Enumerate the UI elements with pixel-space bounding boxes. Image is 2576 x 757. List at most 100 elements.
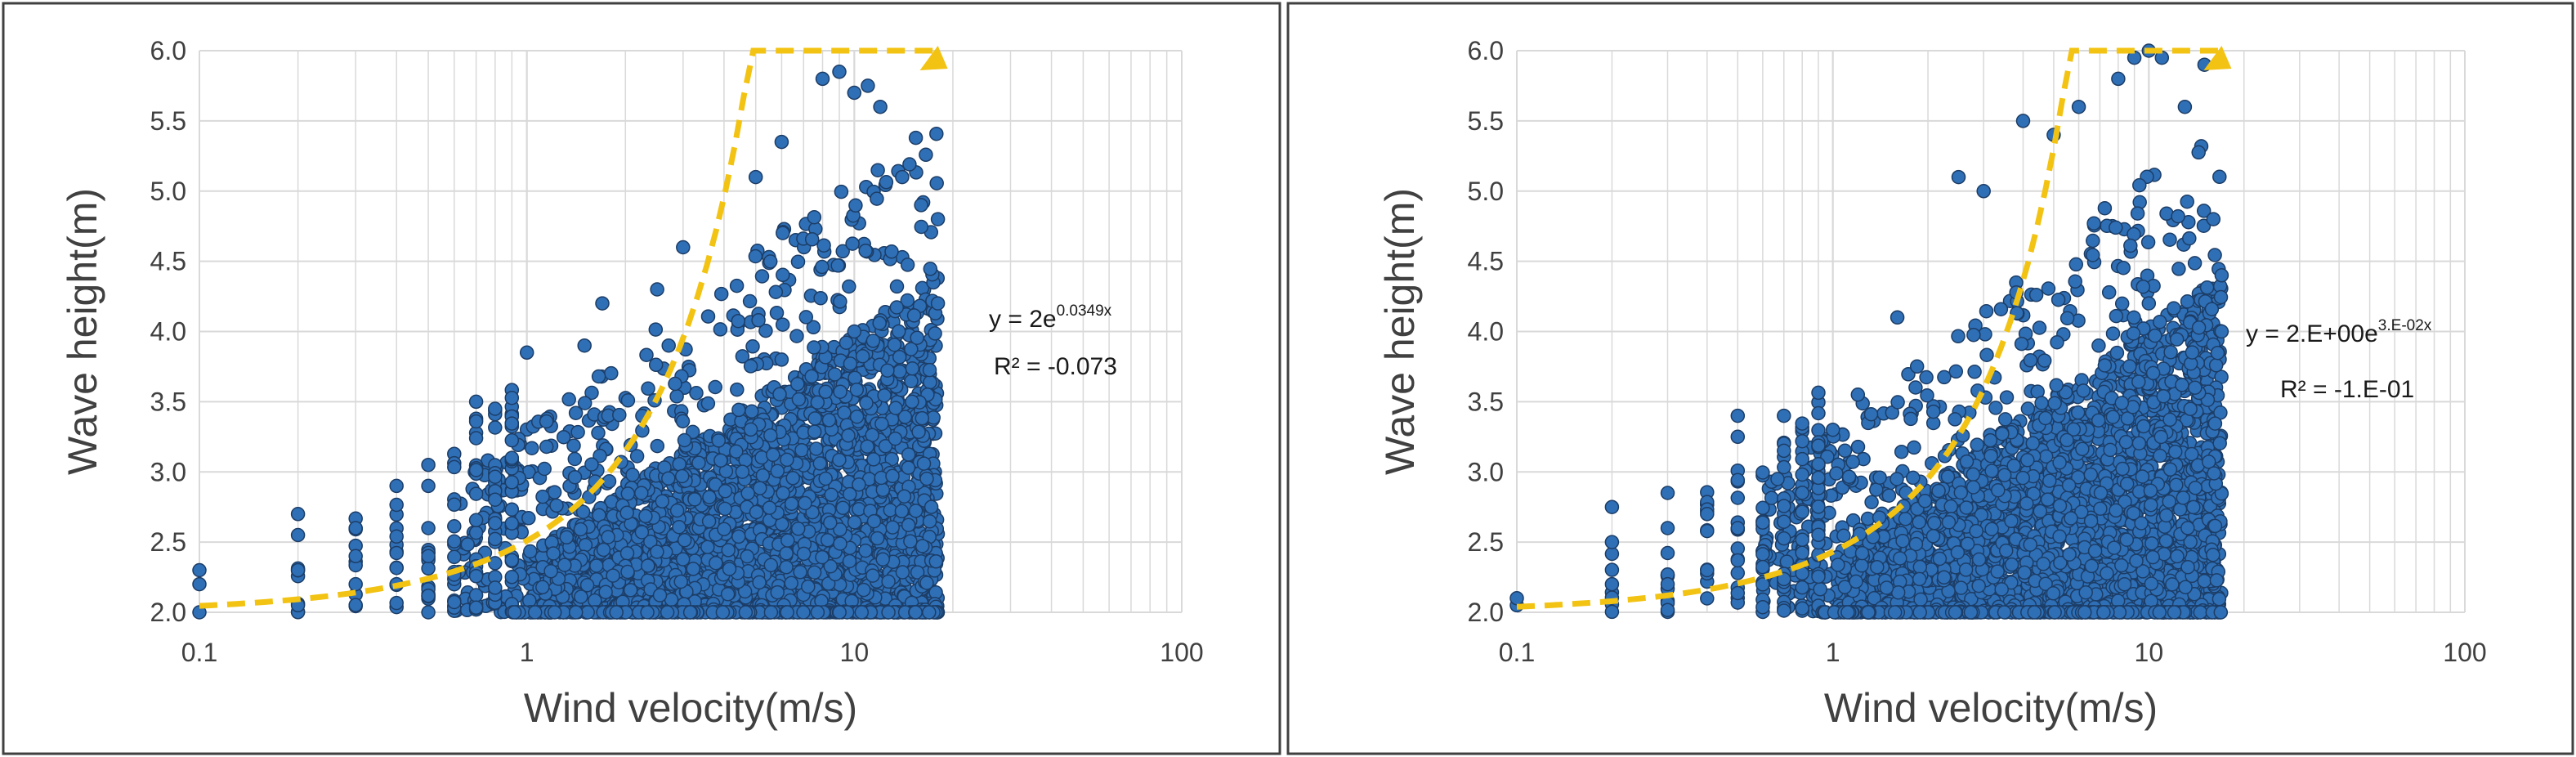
- data-point: [348, 576, 363, 592]
- data-point: [873, 99, 888, 114]
- data-point: [468, 513, 484, 528]
- data-point: [447, 497, 462, 513]
- panel-frame: [2, 2, 1281, 755]
- y-axis-label: Wave height(m): [60, 188, 105, 475]
- data-point: [881, 605, 896, 620]
- data-point: [770, 585, 785, 600]
- data-point: [556, 429, 571, 445]
- data-point: [877, 387, 892, 403]
- x-tick-label: 0.1: [181, 638, 217, 667]
- data-point: [755, 468, 771, 483]
- data-point: [620, 564, 635, 580]
- data-point: [901, 460, 916, 475]
- data-point: [731, 313, 746, 329]
- data-point: [843, 356, 858, 371]
- data-point: [745, 404, 759, 419]
- data-point: [348, 598, 363, 612]
- data-point: [519, 345, 534, 361]
- data-point: [702, 490, 717, 504]
- data-point: [421, 457, 436, 473]
- data-point: [790, 522, 806, 536]
- data-point: [880, 363, 895, 378]
- data-point: [584, 457, 599, 472]
- data-point: [763, 605, 779, 620]
- data-point: [389, 529, 404, 544]
- data-point: [389, 560, 404, 576]
- data-point: [785, 471, 800, 486]
- data-point: [908, 605, 923, 620]
- data-point: [718, 484, 733, 499]
- data-point: [713, 286, 729, 302]
- data-point: [752, 575, 767, 590]
- data-point: [901, 447, 916, 462]
- data-point: [875, 482, 891, 497]
- data-point: [574, 589, 588, 604]
- data-point: [887, 337, 902, 352]
- data-point: [567, 451, 583, 467]
- data-point: [919, 471, 934, 486]
- data-point: [743, 359, 758, 374]
- data-point: [468, 569, 484, 584]
- data-point: [914, 219, 929, 235]
- data-point: [859, 396, 874, 410]
- data-point: [729, 278, 745, 293]
- data-point: [856, 582, 871, 598]
- data-point: [835, 500, 851, 515]
- data-point: [549, 498, 564, 513]
- data-point: [711, 433, 727, 448]
- data-point: [468, 431, 484, 446]
- data-point: [796, 605, 811, 620]
- data-point: [830, 258, 845, 273]
- data-point: [843, 486, 857, 502]
- data-point: [421, 605, 436, 620]
- data-point: [682, 605, 698, 620]
- data-point: [870, 531, 885, 546]
- data-point: [672, 519, 686, 535]
- data-point: [784, 496, 799, 511]
- data-point: [192, 562, 207, 578]
- data-point: [447, 534, 462, 549]
- data-point: [779, 546, 794, 561]
- data-point: [748, 249, 763, 264]
- data-point: [763, 558, 779, 573]
- data-point: [774, 134, 789, 150]
- data-point: [504, 570, 520, 585]
- data-point: [488, 469, 503, 484]
- data-point: [841, 428, 856, 443]
- data-point: [468, 414, 484, 429]
- data-point: [923, 262, 938, 276]
- data-point: [816, 238, 831, 253]
- data-point: [606, 568, 620, 583]
- data-point: [770, 464, 785, 479]
- data-point: [763, 428, 778, 443]
- data-point: [807, 565, 822, 580]
- data-point: [504, 390, 520, 405]
- data-point: [872, 316, 887, 330]
- data-point: [824, 487, 839, 503]
- data-point: [578, 537, 593, 553]
- data-point: [447, 519, 462, 534]
- data-point: [807, 209, 822, 225]
- data-point: [793, 565, 807, 580]
- data-point: [290, 562, 306, 578]
- y-tick-label: 6.0: [150, 36, 186, 65]
- y-tick-label: 5.5: [150, 106, 186, 136]
- data-point: [910, 330, 924, 345]
- data-point: [804, 232, 820, 247]
- data-point: [911, 424, 926, 440]
- data-point: [903, 534, 918, 549]
- chart-panel-2: 2.02.53.03.54.04.55.05.56.00.1 1 10 100Wind…: [1286, 2, 2574, 755]
- data-point: [677, 432, 692, 448]
- data-point: [807, 424, 822, 439]
- data-point: [620, 393, 636, 408]
- data-point: [537, 461, 552, 477]
- data-point: [929, 126, 944, 141]
- data-point: [813, 290, 828, 306]
- data-point: [543, 564, 558, 579]
- data-point: [722, 562, 737, 576]
- data-point: [596, 542, 611, 558]
- data-point: [192, 576, 207, 592]
- data-point: [807, 411, 822, 426]
- data-point: [820, 533, 835, 548]
- data-point: [833, 384, 847, 399]
